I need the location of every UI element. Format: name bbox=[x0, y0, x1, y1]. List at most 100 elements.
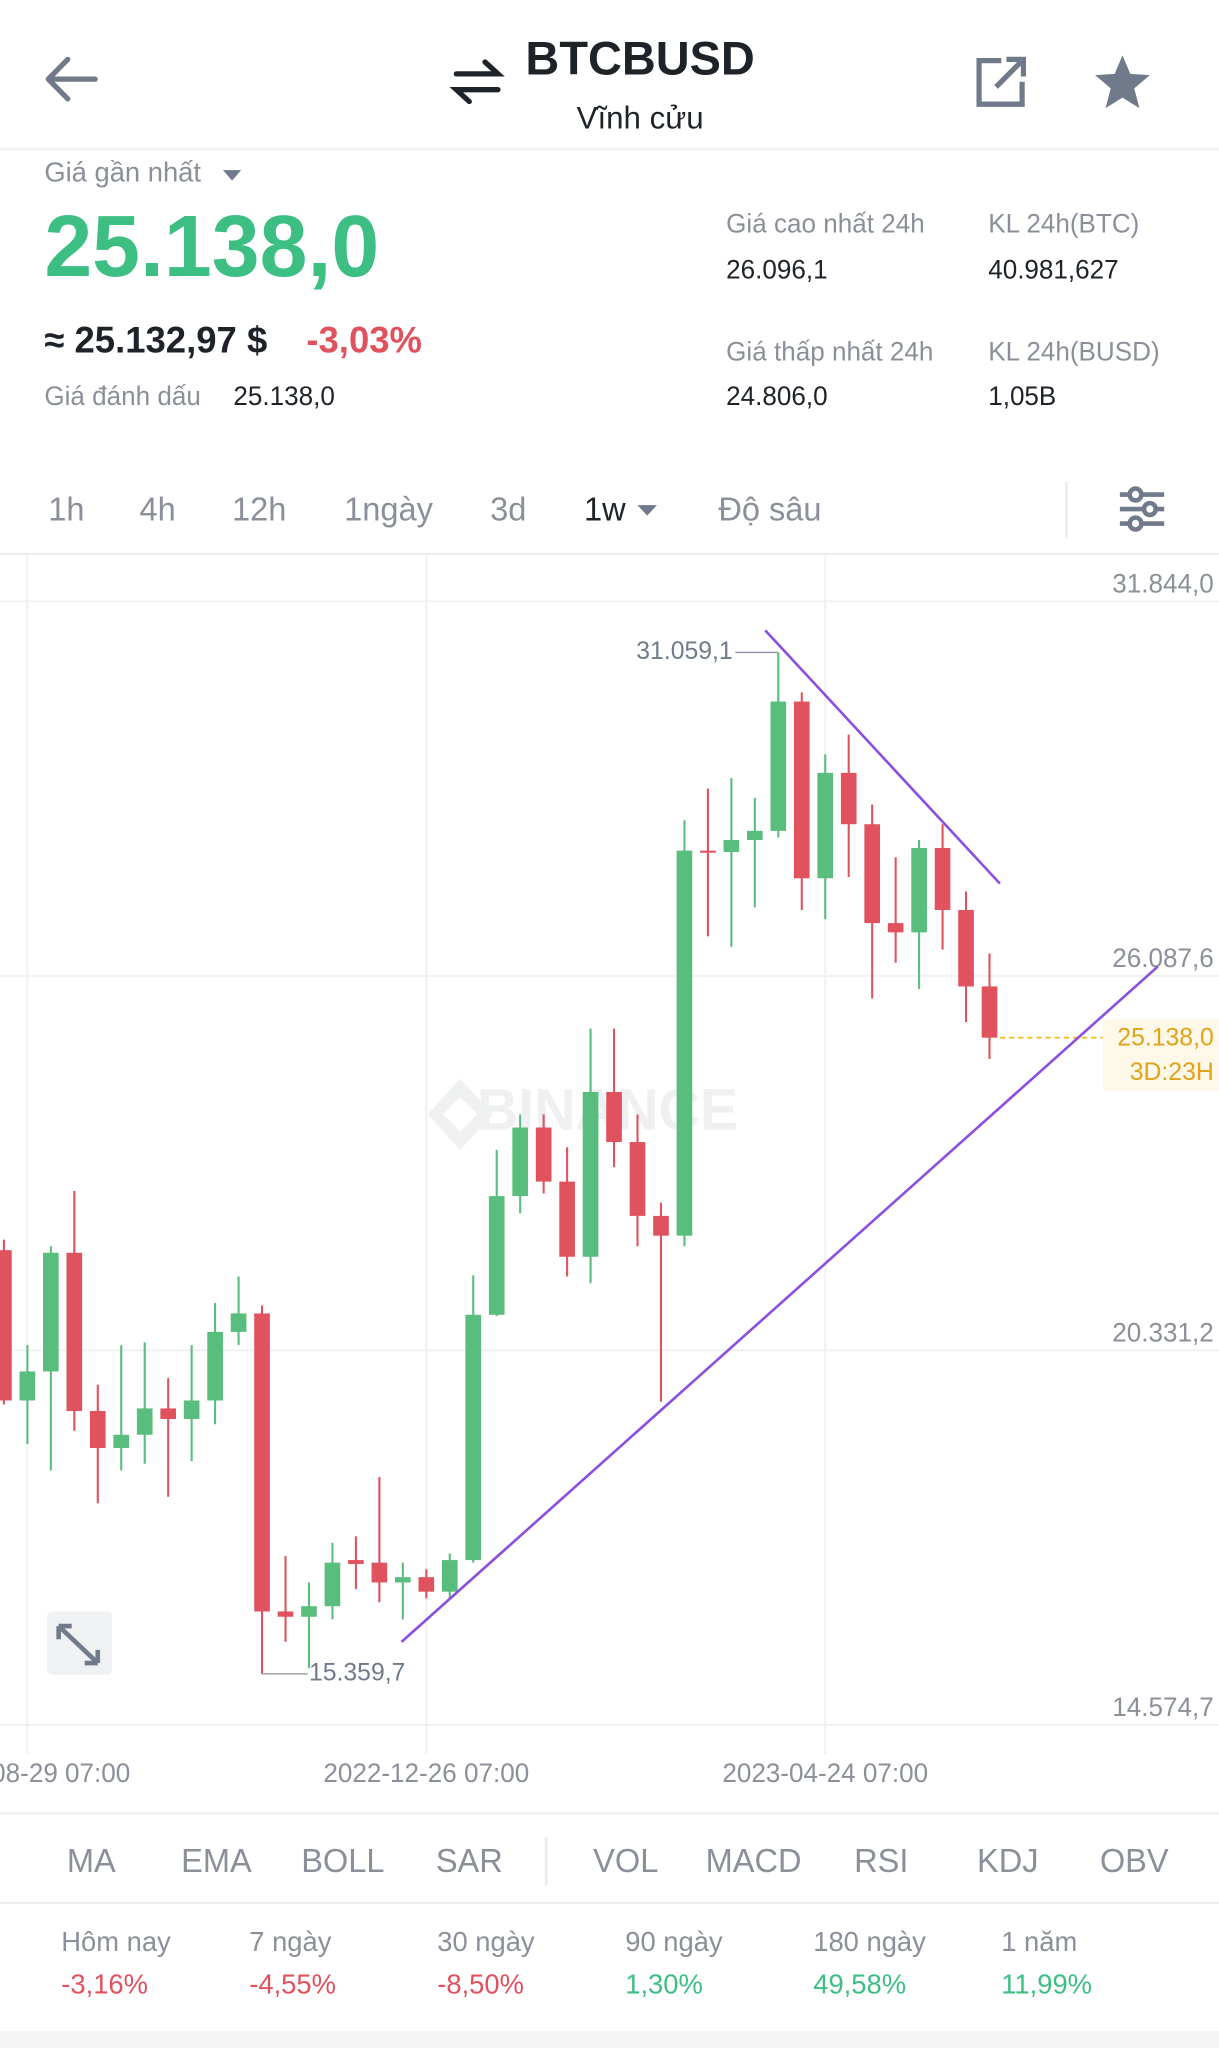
candlestick-chart: BINANCE31.844,026.087,620.331,214.574,72… bbox=[0, 553, 1219, 1788]
settings-knob bbox=[1141, 500, 1159, 518]
period-label: Hôm nay bbox=[61, 1926, 171, 1957]
candle-body bbox=[277, 1611, 294, 1617]
candle-body bbox=[230, 1313, 247, 1332]
y-tick-label: 26.087,6 bbox=[1112, 943, 1213, 973]
period-label: 90 ngày bbox=[625, 1926, 723, 1957]
candle-body bbox=[371, 1562, 388, 1583]
candle-body bbox=[676, 850, 693, 1236]
back-arrow bbox=[45, 56, 98, 102]
y-tick-label: 14.574,7 bbox=[1112, 1692, 1213, 1722]
candle-body bbox=[700, 850, 716, 853]
x-tick-label: 2022-08-29 07:00 bbox=[0, 1758, 130, 1788]
candle-body bbox=[770, 701, 787, 831]
x-tick-label: 2022-12-26 07:00 bbox=[323, 1758, 529, 1788]
interval-tabs: 1h 4h 12h 1ngày 3d 1w Độ sâu bbox=[48, 490, 821, 527]
period-change: 1,30% bbox=[625, 1968, 703, 1999]
candle-body bbox=[348, 1560, 364, 1564]
interval-tab[interactable]: 3d bbox=[490, 490, 526, 527]
indicator-tab[interactable]: RSI bbox=[854, 1842, 908, 1879]
candle-body bbox=[254, 1313, 270, 1612]
y-tick-label: 20.331,2 bbox=[1112, 1317, 1213, 1347]
candle-body bbox=[606, 1091, 622, 1143]
swap-icon[interactable] bbox=[449, 59, 505, 105]
trend-line bbox=[764, 629, 1001, 885]
period-label: 7 ngày bbox=[249, 1926, 331, 1957]
interval-tab[interactable]: 1h bbox=[48, 490, 84, 527]
candle-body bbox=[653, 1215, 669, 1236]
candle-body bbox=[535, 1127, 552, 1182]
candle-body bbox=[301, 1606, 317, 1617]
candle-body bbox=[887, 923, 904, 933]
candle-body bbox=[793, 701, 810, 879]
interval-tab[interactable]: 4h bbox=[139, 490, 175, 527]
indicator-tab[interactable]: MA bbox=[67, 1842, 116, 1879]
countdown: 3D:23H bbox=[1130, 1058, 1214, 1086]
candle-body bbox=[488, 1196, 505, 1315]
stat-label: KL 24h(BUSD) bbox=[988, 336, 1159, 366]
trend-line bbox=[400, 965, 1159, 1643]
share-icon bbox=[976, 56, 1027, 107]
indicator-tab[interactable]: BOLL bbox=[301, 1842, 384, 1879]
indicator-tab[interactable]: OBV bbox=[1100, 1842, 1169, 1879]
interval-tab[interactable]: Độ sâu bbox=[718, 490, 821, 527]
fullscreen-button[interactable] bbox=[46, 1611, 113, 1675]
candle-body bbox=[66, 1252, 83, 1412]
indicator-tab[interactable]: MACD bbox=[706, 1842, 802, 1879]
last-price: 25.138,0 bbox=[44, 199, 379, 296]
indicator-tab[interactable]: KDJ bbox=[977, 1842, 1039, 1879]
interval-tab[interactable]: 1ngày bbox=[344, 490, 433, 527]
indicator-tab[interactable]: VOL bbox=[593, 1842, 658, 1879]
candle-body bbox=[981, 986, 998, 1038]
period-change: -4,55% bbox=[249, 1968, 336, 1999]
high-label: 31.059,1 bbox=[636, 637, 732, 665]
mark-price-label: Giá đánh dấu bbox=[44, 381, 201, 411]
indicator-tab[interactable]: SAR bbox=[436, 1842, 503, 1879]
candle-body bbox=[911, 847, 927, 933]
back-button[interactable] bbox=[45, 56, 98, 102]
y-tick-label: 31.844,0 bbox=[1112, 568, 1213, 598]
candle-body bbox=[817, 772, 834, 879]
watermark-logo bbox=[427, 1078, 493, 1150]
candle-body bbox=[207, 1331, 223, 1401]
candle-body bbox=[840, 772, 857, 825]
share-button[interactable] bbox=[976, 56, 1027, 107]
candle-body bbox=[89, 1411, 106, 1448]
candle-body bbox=[559, 1181, 575, 1257]
mark-price: 25.138,0 bbox=[233, 381, 334, 411]
stat-label: Giá cao nhất 24h bbox=[726, 208, 925, 238]
candle-body bbox=[958, 909, 974, 987]
candle-body bbox=[441, 1560, 458, 1592]
candle-body bbox=[324, 1562, 341, 1607]
favorite-star[interactable] bbox=[1095, 55, 1150, 109]
settings-knob bbox=[1127, 515, 1144, 532]
low-label: 15.359,7 bbox=[309, 1658, 405, 1686]
candle-body bbox=[113, 1434, 130, 1448]
pair-title: BTCBUSD bbox=[525, 32, 754, 85]
fullscreen-icon bbox=[56, 1623, 101, 1666]
dropdown-caret[interactable] bbox=[222, 170, 242, 181]
interval-tab[interactable]: 1w bbox=[584, 490, 626, 527]
candle-body bbox=[43, 1252, 59, 1372]
candle-body bbox=[747, 830, 763, 841]
performance-row: Hôm nay -3,16% 7 ngày -4,55% 30 ngày -8,50% 90… bbox=[61, 1926, 1092, 1999]
interval-tab[interactable]: 12h bbox=[232, 490, 286, 527]
candle-body bbox=[864, 824, 880, 924]
period-label: 1 năm bbox=[1001, 1926, 1077, 1957]
candle-body bbox=[183, 1400, 200, 1419]
candle-body bbox=[465, 1314, 482, 1561]
chart-settings-button[interactable] bbox=[1119, 486, 1165, 532]
stat-value: 1,05B bbox=[988, 381, 1056, 411]
indicator-tab[interactable]: EMA bbox=[181, 1842, 252, 1879]
contract-type: Vĩnh cửu bbox=[577, 100, 704, 135]
interval-caret[interactable] bbox=[637, 505, 657, 516]
candle-body bbox=[629, 1142, 646, 1216]
period-change: 11,99% bbox=[1001, 1968, 1092, 1999]
last-price-label: Giá gần nhất bbox=[44, 156, 201, 187]
candle-body bbox=[418, 1577, 435, 1592]
stat-label: Giá thấp nhất 24h bbox=[726, 336, 933, 366]
candle-body bbox=[136, 1408, 153, 1435]
